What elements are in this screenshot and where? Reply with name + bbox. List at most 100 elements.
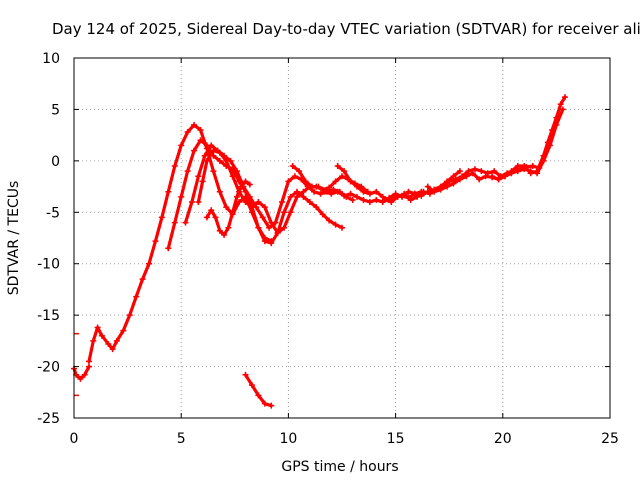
data-point: [216, 157, 223, 164]
data-point: [388, 199, 395, 205]
data-point: [191, 147, 198, 154]
data-point: [261, 238, 268, 245]
gridlines: [74, 58, 610, 418]
data-point: [347, 178, 354, 185]
data-point: [171, 163, 178, 169]
data-point: [478, 168, 485, 175]
data-point: [414, 193, 421, 200]
data-point: [212, 214, 219, 221]
data-point: [246, 181, 253, 188]
data-point: [420, 188, 427, 195]
data-point: [529, 163, 536, 169]
data-point: [77, 375, 84, 382]
data-point: [407, 196, 414, 203]
data-point: [527, 170, 534, 177]
data-point: [366, 190, 373, 197]
data-point: [238, 183, 245, 190]
series-arc-isolated-low: [242, 371, 275, 409]
data-point: [287, 193, 294, 200]
data-point: [201, 152, 208, 159]
data-point: [446, 178, 453, 185]
data-point: [203, 214, 210, 221]
data-point: [184, 168, 191, 175]
data-point: [268, 402, 275, 409]
data-point: [126, 312, 133, 319]
data-point: [306, 199, 313, 205]
data-point: [255, 199, 262, 205]
data-point: [86, 358, 93, 365]
data-point: [109, 346, 116, 353]
data-point: [242, 371, 249, 378]
data-point: [184, 129, 191, 136]
data-point: [549, 127, 556, 133]
data-point: [424, 183, 431, 190]
data-point: [278, 199, 285, 205]
data-point: [360, 188, 367, 195]
data-point: [411, 190, 418, 197]
data-point: [261, 400, 268, 407]
data-point: [221, 231, 228, 238]
data-point: [431, 188, 438, 195]
plot-frame: [73, 57, 611, 419]
y-tick-label: 10: [42, 51, 60, 67]
data-point: [188, 199, 195, 205]
data-point: [491, 168, 498, 175]
data-point: [223, 204, 230, 211]
series-line: [166, 138, 344, 250]
data-point: [326, 184, 333, 191]
data-point: [255, 224, 262, 231]
data-point: [281, 209, 288, 216]
data-point: [81, 371, 88, 378]
y-tick-label: -20: [37, 360, 60, 376]
x-axis-label: GPS time / hours: [281, 459, 398, 475]
y-tick-label: 0: [51, 154, 60, 170]
x-tick-label: 15: [387, 431, 405, 447]
x-tick-label: 10: [279, 431, 297, 447]
series-arc-end-rise: [489, 94, 568, 183]
data-point: [248, 382, 255, 389]
data-point: [285, 178, 292, 185]
data-point: [495, 176, 502, 183]
data-point: [313, 204, 320, 211]
data-point: [450, 173, 457, 180]
y-axis-label: SDTVAR / TECUs: [6, 181, 22, 296]
data-point: [315, 183, 322, 190]
data-series: [71, 94, 568, 409]
data-point: [171, 219, 178, 226]
data-point: [341, 168, 348, 175]
data-point: [501, 173, 508, 180]
data-point: [94, 324, 101, 331]
data-point: [339, 224, 345, 231]
x-tick-label: 5: [177, 431, 186, 447]
y-tick-label: -5: [46, 205, 60, 221]
data-point: [328, 190, 335, 197]
data-point: [332, 178, 339, 185]
data-point: [152, 238, 159, 245]
data-point: [199, 178, 206, 185]
data-point: [191, 121, 198, 128]
series-arc-isolated: [203, 178, 253, 238]
data-point: [208, 142, 215, 149]
data-point: [86, 363, 93, 370]
data-point: [225, 224, 232, 231]
data-point: [349, 196, 356, 203]
data-point: [561, 94, 568, 101]
data-point: [178, 142, 185, 149]
data-point: [437, 186, 444, 193]
data-point: [514, 168, 521, 175]
data-point: [216, 149, 223, 156]
data-point: [317, 190, 324, 197]
data-point: [559, 106, 566, 113]
data-point: [489, 173, 496, 180]
data-point: [469, 170, 476, 177]
data-point: [197, 127, 204, 133]
data-point: [456, 168, 463, 175]
data-point: [482, 173, 489, 180]
data-point: [405, 188, 412, 195]
data-point: [178, 193, 185, 200]
data-point: [540, 152, 547, 159]
data-point: [332, 221, 339, 228]
data-point: [319, 211, 326, 218]
data-point: [259, 214, 266, 221]
